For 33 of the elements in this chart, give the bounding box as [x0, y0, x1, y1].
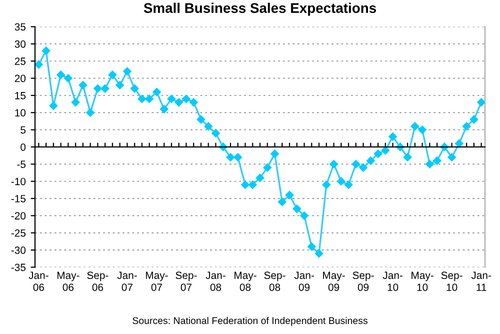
x-tick-label: May- 08 [234, 272, 256, 291]
y-tick-label: 35 [14, 23, 26, 31]
x-tick-label: Sep- 09 [352, 272, 374, 291]
y-tick-label: 15 [15, 92, 26, 100]
x-tick-label: Jan- 11 [471, 272, 491, 291]
y-tick-label: 10 [15, 109, 26, 116]
x-tick-label: Jan- 07 [117, 272, 137, 291]
x-tick-label: Sep- 06 [87, 272, 108, 291]
x-tick-label: Jan- 09 [294, 272, 314, 291]
y-tick-label: -35 [11, 264, 26, 272]
y-tick-label: 5 [20, 126, 26, 134]
x-tick-label: Jan- 06 [28, 272, 48, 291]
y-tick-label: 0 [20, 143, 26, 151]
y-tick-label: -15 [11, 195, 26, 202]
x-tick-label: Sep- 07 [176, 272, 197, 291]
source-note: Sources: National Federation of Independent Business [132, 316, 368, 326]
x-tick-label: May- 07 [146, 272, 168, 291]
x-tick-label: May- 06 [57, 272, 80, 291]
x-tick-label: May- 09 [323, 272, 345, 291]
y-tick-label: 25 [14, 58, 26, 65]
y-tick-label: -30 [11, 246, 26, 254]
y-tick-label: -20 [11, 212, 26, 220]
x-tick-label: Jan- 08 [206, 272, 226, 291]
y-tick-label: -25 [11, 229, 26, 237]
y-tick-label: -10 [11, 178, 26, 186]
x-tick-label: Jan- 10 [382, 272, 402, 291]
chart-title: Small Business Sales Expectations [144, 2, 376, 16]
y-tick-label: -5 [17, 160, 26, 168]
x-tick-label: Sep- 08 [264, 272, 286, 291]
x-tick-label: May- 10 [412, 272, 434, 291]
y-tick-label: 20 [14, 74, 26, 82]
x-tick-label: Sep- 10 [441, 272, 462, 291]
y-tick-label: 30 [14, 40, 26, 48]
